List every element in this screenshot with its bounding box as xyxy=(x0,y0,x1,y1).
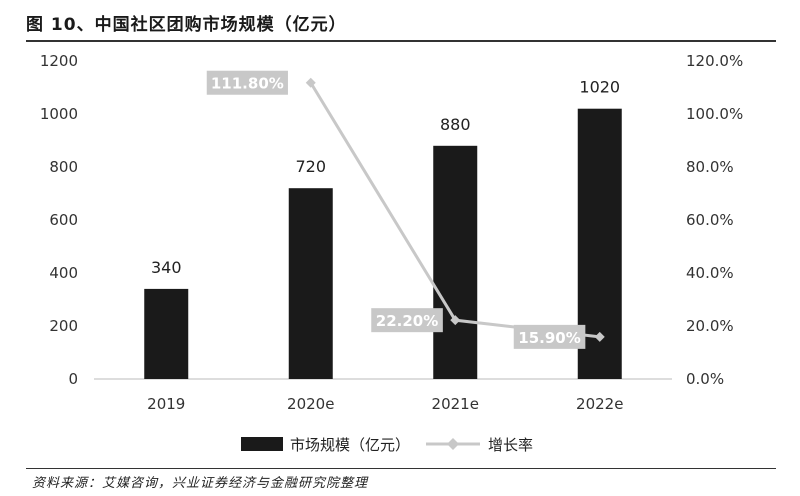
x-tick-label: 2021e xyxy=(432,395,479,413)
growth-point xyxy=(594,331,605,342)
y-left-tick-label: 1200 xyxy=(40,52,78,70)
legend-line-label: 增长率 xyxy=(488,436,533,454)
bar-data-label: 1020 xyxy=(579,78,620,97)
bar-series: 340 720 880 1020 xyxy=(144,78,622,379)
y-left-tick-label: 600 xyxy=(49,211,78,229)
title-rule xyxy=(26,40,776,42)
y-right-tick-label: 40.0% xyxy=(686,264,734,282)
y-left-tick-label: 200 xyxy=(49,317,78,335)
y-right-tick-label: 20.0% xyxy=(686,317,734,335)
x-tick-label: 2019 xyxy=(147,395,185,413)
bar-data-label: 720 xyxy=(295,157,326,176)
growth-data-label: 22.20% xyxy=(376,312,438,330)
y-right-axis: 0.0% 20.0% 40.0% 60.0% 80.0% 100.0% 120.0% xyxy=(686,52,743,388)
growth-point xyxy=(450,315,461,326)
bar xyxy=(288,188,333,379)
bar-data-label: 880 xyxy=(440,115,471,134)
growth-data-label: 111.80% xyxy=(211,75,284,93)
y-right-tick-label: 60.0% xyxy=(686,211,734,229)
growth-point xyxy=(305,77,316,88)
legend: 市场规模（亿元） 增长率 xyxy=(241,436,533,454)
y-right-tick-label: 80.0% xyxy=(686,158,734,176)
legend-bar-swatch xyxy=(241,437,283,451)
source-rule xyxy=(26,468,776,469)
y-left-tick-label: 400 xyxy=(49,264,78,282)
bar xyxy=(144,288,189,379)
figure-title: 图 10、中国社区团购市场规模（亿元） xyxy=(26,15,347,35)
growth-label-box xyxy=(206,70,288,95)
x-axis-ticks: 2019 2020e 2021e 2022e xyxy=(147,395,623,413)
y-right-tick-label: 100.0% xyxy=(686,105,743,123)
y-left-axis: 0 200 400 600 800 1000 1200 xyxy=(40,52,78,388)
growth-label-box xyxy=(371,308,443,333)
growth-data-label: 15.90% xyxy=(518,329,580,347)
bar xyxy=(433,145,478,379)
y-left-tick-label: 1000 xyxy=(40,105,78,123)
x-tick-label: 2020e xyxy=(287,395,334,413)
growth-line-series: 111.80% 22.20% 15.90% xyxy=(206,70,605,349)
legend-diamond-marker xyxy=(447,438,459,450)
y-left-tick-label: 0 xyxy=(68,370,78,388)
bar-data-label: 340 xyxy=(151,258,182,277)
legend-bar-label: 市场规模（亿元） xyxy=(290,436,410,454)
y-left-tick-label: 800 xyxy=(49,158,78,176)
y-right-tick-label: 120.0% xyxy=(686,52,743,70)
y-right-tick-label: 0.0% xyxy=(686,370,724,388)
source-note: 资料来源：艾媒咨询，兴业证券经济与金融研究院整理 xyxy=(32,476,369,491)
growth-label-box xyxy=(513,324,586,349)
x-tick-label: 2022e xyxy=(576,395,623,413)
